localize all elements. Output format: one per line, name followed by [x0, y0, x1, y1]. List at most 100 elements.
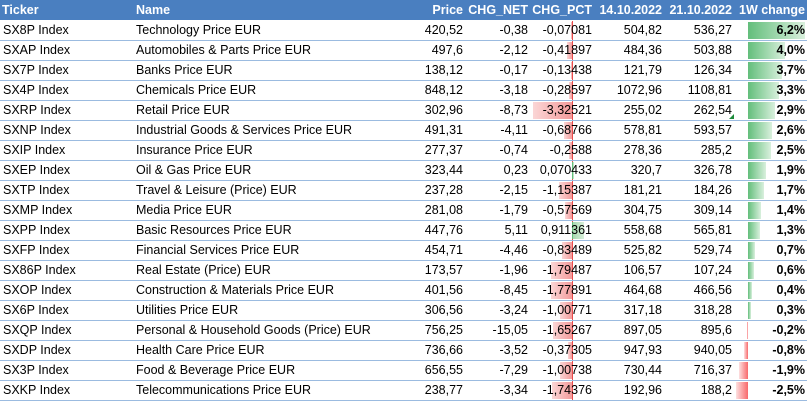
cell-1w-change[interactable]: 3,7% [734, 60, 807, 81]
table-row[interactable]: SXIP Index Insurance Price EUR 277,37 -0… [0, 140, 807, 161]
cell-chg-pct[interactable]: -1,74376 [530, 380, 594, 401]
cell-1w-change[interactable]: 1,7% [734, 180, 807, 201]
cell-date-1[interactable]: 578,81 [594, 120, 664, 141]
cell-1w-change[interactable]: 2,6% [734, 120, 807, 141]
cell-date-1[interactable]: 484,36 [594, 40, 664, 61]
cell-date-1[interactable]: 525,82 [594, 240, 664, 261]
cell-price[interactable]: 454,71 [386, 240, 465, 261]
cell-chg-net[interactable]: -0,74 [465, 140, 530, 161]
cell-name[interactable]: Industrial Goods & Services Price EUR [134, 120, 386, 141]
cell-1w-change[interactable]: 0,4% [734, 280, 807, 301]
cell-1w-change[interactable]: -2,5% [734, 380, 807, 401]
cell-ticker[interactable]: SXAP Index [0, 40, 134, 61]
cell-price[interactable]: 323,44 [386, 160, 465, 181]
cell-date-1[interactable]: 181,21 [594, 180, 664, 201]
cell-ticker[interactable]: SXIP Index [0, 140, 134, 161]
cell-date-1[interactable]: 897,05 [594, 320, 664, 341]
cell-1w-change[interactable]: -0,2% [734, 320, 807, 341]
table-row[interactable]: SXEP Index Oil & Gas Price EUR 323,44 0,… [0, 160, 807, 181]
cell-name[interactable]: Financial Services Price EUR [134, 240, 386, 261]
cell-name[interactable]: Banks Price EUR [134, 60, 386, 81]
cell-name[interactable]: Personal & Household Goods (Price) EUR [134, 320, 386, 341]
cell-date-1[interactable]: 304,75 [594, 200, 664, 221]
cell-ticker[interactable]: SXPP Index [0, 220, 134, 241]
cell-name[interactable]: Real Estate (Price) EUR [134, 260, 386, 281]
cell-price[interactable]: 277,37 [386, 140, 465, 161]
cell-ticker[interactable]: SXQP Index [0, 320, 134, 341]
cell-1w-change[interactable]: 0,6% [734, 260, 807, 281]
cell-name[interactable]: Technology Price EUR [134, 20, 386, 41]
cell-date-2[interactable]: 895,6 [664, 320, 734, 341]
cell-chg-net[interactable]: -0,38 [465, 20, 530, 41]
cell-date-2[interactable]: 593,57 [664, 120, 734, 141]
cell-name[interactable]: Health Care Price EUR [134, 340, 386, 361]
header-1w-change[interactable]: 1W change [734, 0, 807, 21]
cell-chg-net[interactable]: -8,45 [465, 280, 530, 301]
cell-chg-net[interactable]: -2,15 [465, 180, 530, 201]
cell-1w-change[interactable]: 2,9% [734, 100, 807, 121]
error-indicator-icon[interactable] [729, 113, 734, 119]
cell-date-1[interactable]: 278,36 [594, 140, 664, 161]
cell-name[interactable]: Chemicals Price EUR [134, 80, 386, 101]
cell-ticker[interactable]: SXRP Index [0, 100, 134, 121]
cell-ticker[interactable]: SXDP Index [0, 340, 134, 361]
header-price[interactable]: Price [386, 0, 465, 21]
cell-date-2[interactable]: 188,2 [664, 380, 734, 401]
cell-date-1[interactable]: 558,68 [594, 220, 664, 241]
cell-chg-net[interactable]: -8,73 [465, 100, 530, 121]
cell-date-1[interactable]: 121,79 [594, 60, 664, 81]
cell-date-2[interactable]: 326,78 [664, 160, 734, 181]
table-row[interactable]: SX7P Index Banks Price EUR 138,12 -0,17 … [0, 60, 807, 81]
cell-chg-pct[interactable]: -0,41897 [530, 40, 594, 61]
header-chg-net[interactable]: CHG_NET [465, 0, 530, 21]
cell-1w-change[interactable]: 6,2% [734, 20, 807, 41]
table-row[interactable]: SXPP Index Basic Resources Price EUR 447… [0, 220, 807, 241]
cell-chg-net[interactable]: -2,12 [465, 40, 530, 61]
header-ticker[interactable]: Ticker [0, 0, 134, 21]
cell-chg-pct[interactable]: -1,00738 [530, 360, 594, 381]
cell-ticker[interactable]: SX8P Index [0, 20, 134, 41]
cell-chg-net[interactable]: -15,05 [465, 320, 530, 341]
cell-date-2[interactable]: 1108,81 [664, 80, 734, 101]
cell-ticker[interactable]: SXFP Index [0, 240, 134, 261]
cell-date-1[interactable]: 504,82 [594, 20, 664, 41]
cell-chg-pct[interactable]: -0,57569 [530, 200, 594, 221]
cell-date-2[interactable]: 940,05 [664, 340, 734, 361]
cell-name[interactable]: Media Price EUR [134, 200, 386, 221]
cell-date-2[interactable]: 318,28 [664, 300, 734, 321]
table-row[interactable]: SXOP Index Construction & Materials Pric… [0, 280, 807, 301]
cell-chg-pct[interactable]: -0,28597 [530, 80, 594, 101]
cell-chg-pct[interactable]: -3,32521 [530, 100, 594, 121]
cell-chg-pct[interactable]: -0,83489 [530, 240, 594, 261]
cell-price[interactable]: 281,08 [386, 200, 465, 221]
table-row[interactable]: SX3P Index Food & Beverage Price EUR 656… [0, 360, 807, 381]
cell-ticker[interactable]: SX86P Index [0, 260, 134, 281]
cell-chg-pct[interactable]: -1,65267 [530, 320, 594, 341]
cell-chg-pct[interactable]: -0,2588 [530, 140, 594, 161]
cell-price[interactable]: 420,52 [386, 20, 465, 41]
cell-ticker[interactable]: SXKP Index [0, 380, 134, 401]
cell-chg-net[interactable]: -4,46 [465, 240, 530, 261]
cell-1w-change[interactable]: 1,4% [734, 200, 807, 221]
cell-ticker[interactable]: SXNP Index [0, 120, 134, 141]
cell-chg-pct[interactable]: -1,00771 [530, 300, 594, 321]
cell-chg-pct[interactable]: -1,15387 [530, 180, 594, 201]
cell-name[interactable]: Basic Resources Price EUR [134, 220, 386, 241]
cell-date-1[interactable]: 947,93 [594, 340, 664, 361]
cell-price[interactable]: 237,28 [386, 180, 465, 201]
cell-date-1[interactable]: 320,7 [594, 160, 664, 181]
cell-ticker[interactable]: SX6P Index [0, 300, 134, 321]
cell-name[interactable]: Retail Price EUR [134, 100, 386, 121]
cell-date-2[interactable]: 466,56 [664, 280, 734, 301]
cell-chg-net[interactable]: -3,34 [465, 380, 530, 401]
cell-chg-net[interactable]: -1,96 [465, 260, 530, 281]
cell-chg-net[interactable]: -3,52 [465, 340, 530, 361]
cell-ticker[interactable]: SXOP Index [0, 280, 134, 301]
cell-price[interactable]: 447,76 [386, 220, 465, 241]
cell-date-1[interactable]: 1072,96 [594, 80, 664, 101]
cell-chg-net[interactable]: 5,11 [465, 220, 530, 241]
cell-chg-pct[interactable]: 0,911361 [530, 220, 594, 241]
cell-price[interactable]: 138,12 [386, 60, 465, 81]
cell-ticker[interactable]: SX3P Index [0, 360, 134, 381]
cell-1w-change[interactable]: -0,8% [734, 340, 807, 361]
